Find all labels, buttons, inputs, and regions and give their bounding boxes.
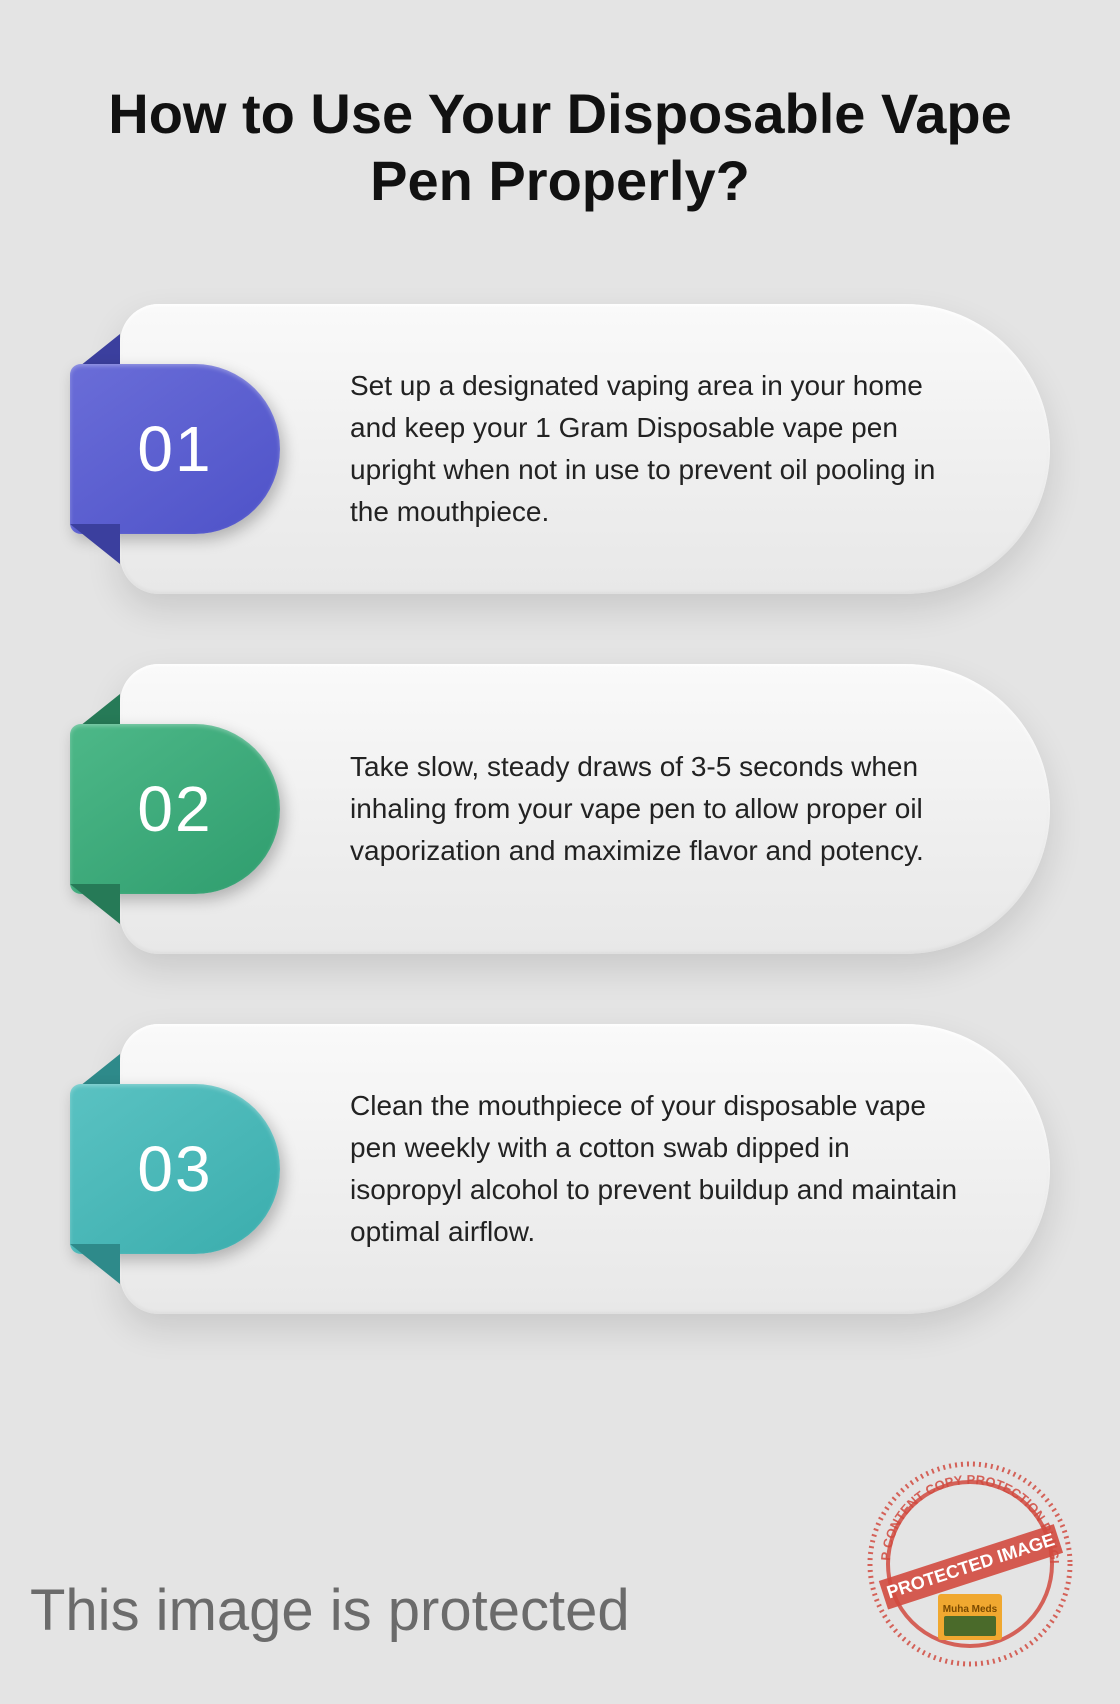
step-number-2: 02 (137, 772, 212, 846)
stamp-banner-text: PROTECTED IMAGE (884, 1529, 1057, 1602)
step-badge-3: 03 (70, 1084, 280, 1254)
stamp-logo-text: Muha Meds (943, 1604, 998, 1615)
page-title: How to Use Your Disposable Vape Pen Prop… (70, 80, 1050, 214)
step-text-2: Take slow, steady draws of 3-5 seconds w… (350, 746, 960, 872)
protected-stamp-icon: WP CONTENT COPY PROTECTION PLUGIN PROTEC… (860, 1454, 1080, 1674)
ribbon-bottom-3 (70, 1244, 120, 1284)
step-card-2: Take slow, steady draws of 3-5 seconds w… (70, 664, 1050, 954)
step-number-3: 03 (137, 1132, 212, 1206)
step-badge-1: 01 (70, 364, 280, 534)
step-text-3: Clean the mouthpiece of your disposable … (350, 1085, 960, 1253)
ribbon-bottom-1 (70, 524, 120, 564)
badge-wrap-3: 03 (70, 1084, 280, 1254)
step-number-1: 01 (137, 412, 212, 486)
protected-caption: This image is protected (30, 1577, 630, 1644)
step-badge-2: 02 (70, 724, 280, 894)
badge-wrap-2: 02 (70, 724, 280, 894)
step-card-3: Clean the mouthpiece of your disposable … (70, 1024, 1050, 1314)
ribbon-bottom-2 (70, 884, 120, 924)
infographic-container: How to Use Your Disposable Vape Pen Prop… (0, 0, 1120, 1314)
step-card-1: Set up a designated vaping area in your … (70, 304, 1050, 594)
badge-wrap-1: 01 (70, 364, 280, 534)
step-text-1: Set up a designated vaping area in your … (350, 365, 960, 533)
